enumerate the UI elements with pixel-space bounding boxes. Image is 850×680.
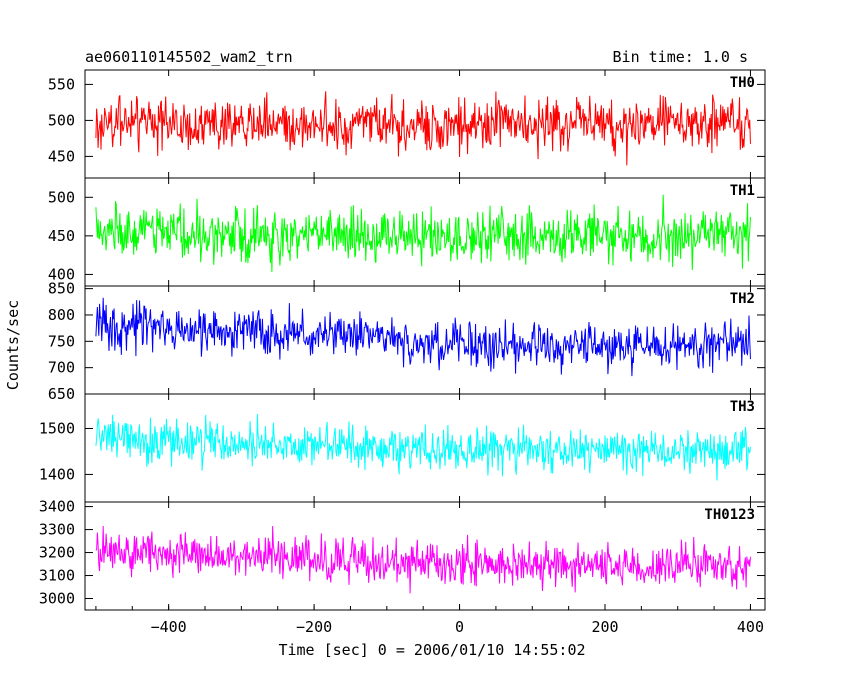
y-tick-label: 650 (48, 385, 75, 403)
y-tick-label: 3400 (39, 498, 75, 516)
x-tick-label: −200 (296, 618, 332, 636)
panel-th2: 650 700 750 800 850 TH2 (48, 280, 766, 403)
series-line-th0 (95, 91, 751, 166)
y-tick-label: 1500 (39, 419, 75, 437)
y-tick-label: 3000 (39, 590, 75, 608)
y-axis-label: Counts/sec (4, 300, 22, 390)
y-tick-label: 450 (48, 147, 75, 165)
y-tick-label: 750 (48, 332, 75, 350)
x-axis: −400 −200 0 200 400 (95, 606, 764, 636)
y-tick-label: 500 (48, 111, 75, 129)
y-tick-label: 550 (48, 75, 75, 93)
panel-name-label: TH3 (730, 399, 755, 415)
panel-name-label: TH0 (730, 75, 755, 91)
bin-time-label: Bin time: 1.0 s (613, 48, 748, 66)
x-tick-label: 400 (737, 618, 764, 636)
panel-th0: 450 500 550 TH0 (48, 69, 766, 179)
series-line-th0123 (95, 526, 751, 594)
x-tick-label: 200 (591, 618, 618, 636)
panel-th1: 400 450 500 TH1 (48, 177, 766, 287)
panel-frame (84, 501, 766, 611)
panel-name-label: TH0123 (704, 507, 755, 523)
y-tick-label: 500 (48, 188, 75, 206)
y-tick-label: 850 (48, 280, 75, 298)
panel-th3: 1400 1500 TH3 (39, 393, 766, 503)
panel-th0123: 3000 3100 3200 3300 3400 TH0123 (39, 498, 766, 611)
y-tick-label: 3100 (39, 567, 75, 585)
y-tick-label: 1400 (39, 465, 75, 483)
y-tick-label: 3200 (39, 544, 75, 562)
panel-name-label: TH2 (730, 291, 755, 307)
panels-group: 450 500 550 TH0 400 450 500 TH1 650 700 750 800 850 T… (39, 69, 766, 611)
series-line-th2 (95, 297, 751, 377)
y-tick-label: 450 (48, 227, 75, 245)
x-axis-label: Time [sec] 0 = 2006/01/10 14:55:02 (278, 641, 585, 659)
y-tick-label: 3300 (39, 521, 75, 539)
series-line-th3 (95, 414, 751, 481)
x-tick-label: −400 (151, 618, 187, 636)
x-tick-label: 0 (455, 618, 464, 636)
panel-name-label: TH1 (730, 183, 755, 199)
series-line-th1 (95, 194, 751, 273)
y-tick-label: 800 (48, 306, 75, 324)
y-tick-label: 700 (48, 359, 75, 377)
chart-title: ae060110145502_wam2_trn (85, 48, 293, 66)
y-tick-label: 400 (48, 265, 75, 283)
